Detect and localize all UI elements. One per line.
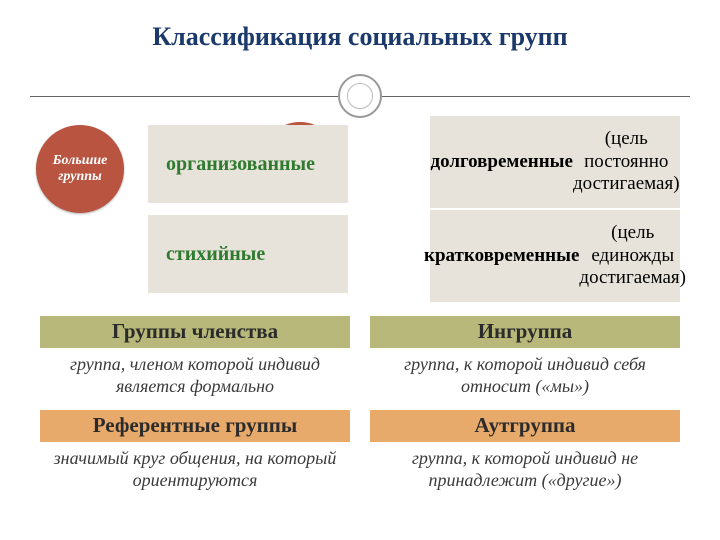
desc-left-1: значимый круг общения, на который ориент… xyxy=(40,444,350,496)
mid-box-stih: стихийные xyxy=(148,215,348,293)
mid-box-dolg: долговременные (цель постоянно достигаем… xyxy=(430,116,680,208)
header-right-1: Аутгруппа xyxy=(370,410,680,442)
badge-circle: Большие группы xyxy=(36,125,124,213)
ring-decoration xyxy=(338,74,382,118)
page-title: Классификация социальных групп xyxy=(0,0,720,52)
mid-box-krat: кратковременные (цель единожды достигаем… xyxy=(430,210,680,302)
desc-right-0: группа, к которой индивид себя относит (… xyxy=(370,350,680,402)
header-right-0: Ингруппа xyxy=(370,316,680,348)
desc-right-1: группа, к которой индивид не принадлежит… xyxy=(370,444,680,496)
header-left-1: Референтные группы xyxy=(40,410,350,442)
desc-left-0: группа, членом которой индивид является … xyxy=(40,350,350,402)
mid-box-organiz: организованные xyxy=(148,125,348,203)
header-left-0: Группы членства xyxy=(40,316,350,348)
